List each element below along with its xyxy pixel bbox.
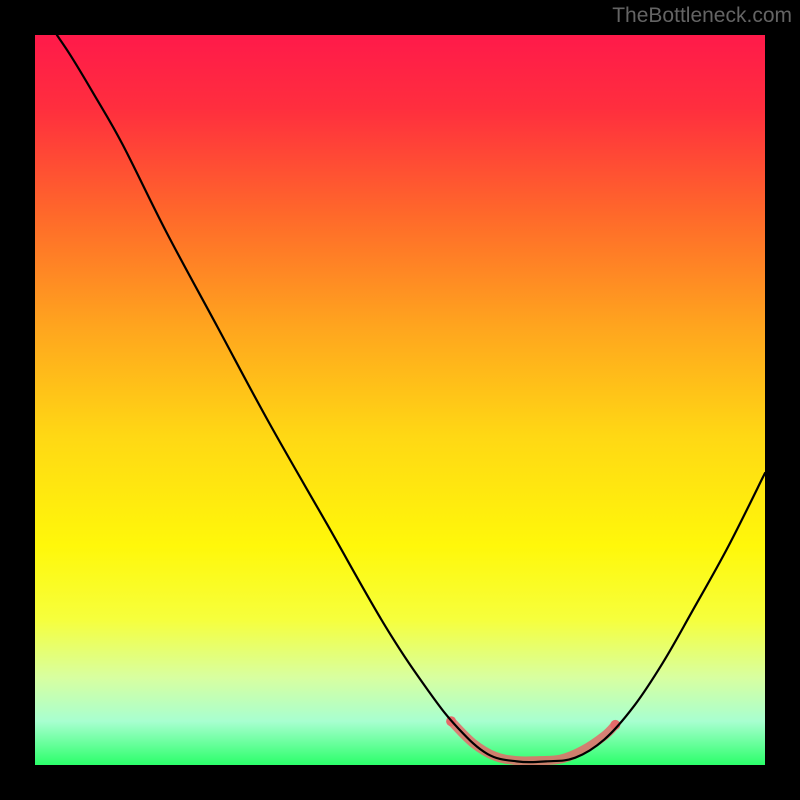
curve-layer (35, 35, 765, 765)
watermark-text: TheBottleneck.com (612, 4, 792, 28)
main-curve (57, 35, 765, 762)
plot-area (35, 35, 765, 765)
highlight-dots (446, 716, 620, 730)
highlight-segment (451, 721, 615, 761)
